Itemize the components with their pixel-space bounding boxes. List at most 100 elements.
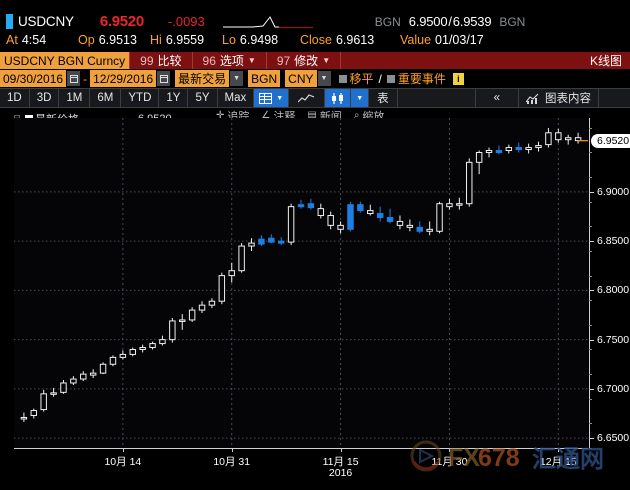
range-button-1m[interactable]: 1M (59, 89, 91, 107)
x-axis-year-label: 2016 (328, 467, 353, 479)
range-button-ytd[interactable]: YTD (121, 89, 160, 107)
y-axis-tick (589, 339, 594, 341)
x-axis-label: 11月 30 (431, 456, 468, 468)
command-item-选项[interactable]: 96 选项 ▼ (191, 52, 266, 69)
command-toolbar-spacer (340, 52, 582, 69)
y-axis-minor-tick (589, 201, 592, 203)
line-chart-button[interactable] (289, 89, 326, 107)
candlestick (169, 317, 176, 343)
candlestick (238, 243, 245, 273)
candlestick (535, 141, 542, 152)
range-button-5y[interactable]: 5Y (188, 89, 218, 107)
currency-chevron-down-icon[interactable]: ▼ (317, 71, 331, 86)
table-view-button[interactable]: 表 (369, 89, 398, 107)
y-axis-label: 6.7500 (597, 333, 630, 346)
quote-field-at: At 4:54 (6, 33, 46, 47)
quote-field-lo: Lo 6.9498 (222, 33, 278, 47)
quote-field-key: Value (400, 33, 432, 47)
command-item-number: 97 (276, 53, 291, 68)
y-axis-minor-tick (589, 152, 592, 154)
source-select[interactable]: BGN (248, 70, 281, 87)
collapse-button[interactable]: « (476, 89, 520, 107)
info-icon[interactable]: i (452, 72, 464, 85)
quote-field-key: Hi (150, 33, 162, 47)
chart-style-chevron-button[interactable]: ▼ (351, 89, 370, 107)
settings-button[interactable] (599, 89, 630, 107)
end-date-calendar-icon[interactable] (157, 71, 171, 86)
quote-field-hi: Hi 6.9559 (150, 33, 204, 47)
y-axis: 6.9000 6.8500 6.8000 6.7500 6.7000 6.6500 6.95… (589, 118, 630, 449)
y-axis-minor-tick (589, 300, 592, 302)
y-axis-tick (589, 241, 594, 243)
y-axis-minor-tick (589, 127, 592, 129)
range-button-6m[interactable]: 6M (90, 89, 122, 107)
command-toolbar: USDCNY BGN Curncy 99 比较 96 选项 ▼ 97 修改 ▼ K线图 (0, 51, 630, 69)
checkbox-icon (386, 74, 395, 83)
y-axis-label: 6.8500 (597, 235, 630, 248)
candlestick (456, 197, 463, 210)
chart-content-button[interactable]: 图表内容 (519, 89, 600, 107)
chart-content-icon (526, 93, 539, 104)
candlestick (139, 344, 146, 353)
command-item-修改[interactable]: 97 修改 ▼ (265, 52, 340, 69)
bid-price: 6.9500 (408, 14, 448, 29)
x-axis-tick (449, 448, 451, 452)
candlestick (208, 298, 216, 309)
candlestick (347, 201, 354, 232)
chevron-down-icon: ▼ (247, 56, 256, 65)
security-field[interactable]: USDCNY BGN Curncy (0, 52, 130, 69)
tick-indicator (6, 14, 13, 29)
plot-background (14, 118, 588, 448)
candlestick (119, 350, 127, 360)
start-date-calendar-icon[interactable] (67, 71, 81, 86)
quote-field-value: Value 01/03/17 (400, 33, 484, 47)
moving-average-label: 移平 (349, 72, 374, 86)
candlestick (287, 203, 295, 246)
y-axis-tick (589, 290, 594, 292)
range-button-1d[interactable]: 1D (0, 89, 30, 107)
candlestick (99, 362, 107, 375)
bidask-separator: / (448, 14, 452, 29)
chart-style-button[interactable] (325, 89, 352, 107)
candlestick (218, 272, 226, 305)
trade-type-select[interactable]: 最新交易 (175, 70, 230, 87)
quote-field-key: Lo (222, 33, 236, 47)
table-chevron-down-icon: ▼ (276, 94, 284, 102)
range-button-3d[interactable]: 3D (30, 89, 60, 107)
date-range-separator: - (83, 71, 88, 86)
currency-select[interactable]: CNY (285, 70, 317, 87)
x-axis-tick (122, 448, 124, 452)
ticker-symbol[interactable]: USDCNY (18, 14, 74, 29)
chevron-down-icon: ▼ (322, 56, 331, 65)
trade-type-chevron-down-icon[interactable]: ▼ (230, 71, 244, 86)
table-icon-button[interactable]: ▼ (254, 89, 290, 107)
candlestick (406, 219, 414, 232)
candlestick (416, 221, 423, 234)
end-date-input[interactable]: 12/29/2016 (90, 70, 157, 87)
x-axis-label: 10月 31 (213, 456, 251, 468)
y-axis-label: 6.9000 (597, 185, 630, 198)
ask-price: 6.9539 (452, 14, 492, 29)
range-button-1y[interactable]: 1Y (159, 89, 189, 107)
candlestick (297, 199, 305, 209)
moving-average-checkbox[interactable]: 移平 (338, 70, 374, 87)
key-events-checkbox[interactable]: 重要事件 (386, 70, 446, 87)
candlestick (268, 234, 275, 244)
chevron-down-icon: ▼ (356, 94, 364, 102)
quote-source-left: BGN (374, 14, 401, 29)
candlestick-plot[interactable] (14, 118, 588, 448)
start-date-input[interactable]: 09/30/2016 (0, 70, 67, 87)
last-price: 6.9520 (99, 13, 144, 30)
x-axis-label: 10月 14 (104, 456, 142, 468)
candlestick (109, 355, 117, 367)
y-axis-minor-tick (589, 275, 592, 277)
quote-field-key: Op (78, 33, 95, 47)
command-item-比较[interactable]: 99 比较 (129, 52, 191, 69)
range-button-max[interactable]: Max (218, 89, 255, 107)
news-icon: ▤ (307, 110, 317, 121)
sparkline-icon (222, 15, 313, 28)
y-axis-tick (589, 191, 594, 193)
price-change: -.0093 (167, 14, 205, 29)
command-item-number: 96 (202, 53, 216, 68)
